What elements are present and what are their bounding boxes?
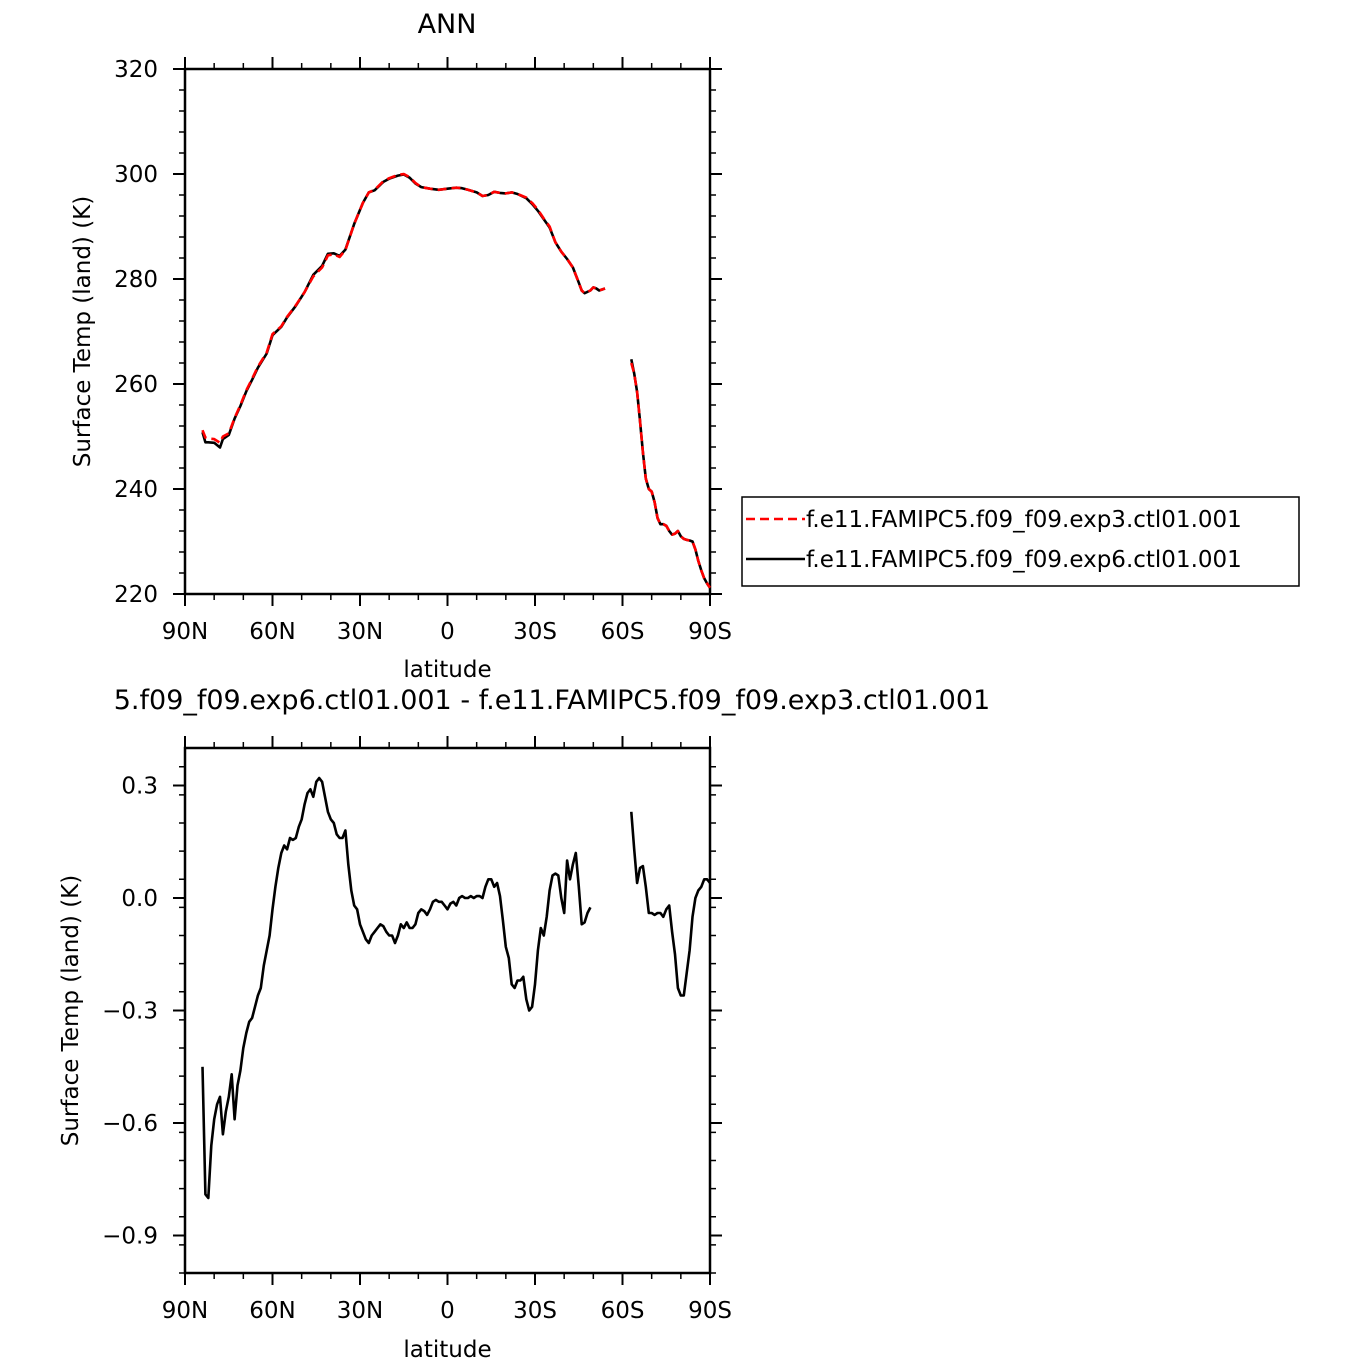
x-tick-label: 90S (688, 1298, 732, 1324)
plot-frame (183, 67, 712, 596)
x-tick-label: 60S (601, 619, 645, 645)
series-line (201, 172, 606, 445)
series-line (630, 811, 712, 997)
y-axis-label: Surface Temp (land) (K) (70, 196, 96, 468)
x-tick-label: 30N (337, 619, 383, 645)
y-tick-label: −0.9 (102, 1224, 158, 1250)
bottom-panel: 5.f09_f09.exp6.ctl01.001 - f.e11.FAMIPC5… (58, 685, 990, 1363)
x-tick-label: 30N (337, 1298, 383, 1324)
y-tick-label: 220 (114, 582, 158, 608)
y-tick-label: 280 (114, 267, 158, 293)
chart-title: 5.f09_f09.exp6.ctl01.001 - f.e11.FAMIPC5… (114, 685, 990, 716)
x-tick-label: 90N (162, 1298, 208, 1324)
y-tick-label: 300 (114, 162, 158, 188)
series-line (201, 776, 592, 1200)
x-tick-label: 60N (249, 619, 295, 645)
y-tick-label: 0.3 (121, 774, 158, 800)
series-line (630, 359, 712, 589)
x-tick-label: 0 (440, 619, 455, 645)
x-axis-label: latitude (403, 657, 491, 683)
x-tick-label: 90S (688, 619, 732, 645)
series-line (201, 173, 606, 449)
y-tick-label: 260 (114, 372, 158, 398)
x-tick-label: 0 (440, 1298, 455, 1324)
top-panel: ANN 90N 60N 30N 0 30S 60S 90S 220 240 260 280 300 320… (70, 9, 732, 683)
y-axis-label: Surface Temp (land) (K) (58, 875, 84, 1147)
legend-label: f.e11.FAMIPC5.f09_f09.exp3.ctl01.001 (806, 507, 1242, 533)
x-tick-label: 30S (513, 619, 557, 645)
y-tick-label: 320 (114, 57, 158, 83)
x-axis-label: latitude (403, 1337, 491, 1363)
legend-box (741, 496, 1300, 587)
x-tick-label: 30S (513, 1298, 557, 1324)
y-tick-label: −0.6 (102, 1111, 158, 1137)
legend-label: f.e11.FAMIPC5.f09_f09.exp6.ctl01.001 (806, 547, 1242, 573)
legend: f.e11.FAMIPC5.f09_f09.exp3.ctl01.001 f.e1… (741, 496, 1300, 587)
x-tick-label: 90N (162, 619, 208, 645)
x-tick-label: 60N (249, 1298, 295, 1324)
x-tick-label: 60S (601, 1298, 645, 1324)
y-tick-label: 0.0 (121, 886, 158, 912)
chart-title: ANN (418, 9, 477, 40)
y-tick-label: −0.3 (102, 999, 158, 1025)
y-tick-label: 240 (114, 477, 158, 503)
series-line (630, 362, 712, 589)
